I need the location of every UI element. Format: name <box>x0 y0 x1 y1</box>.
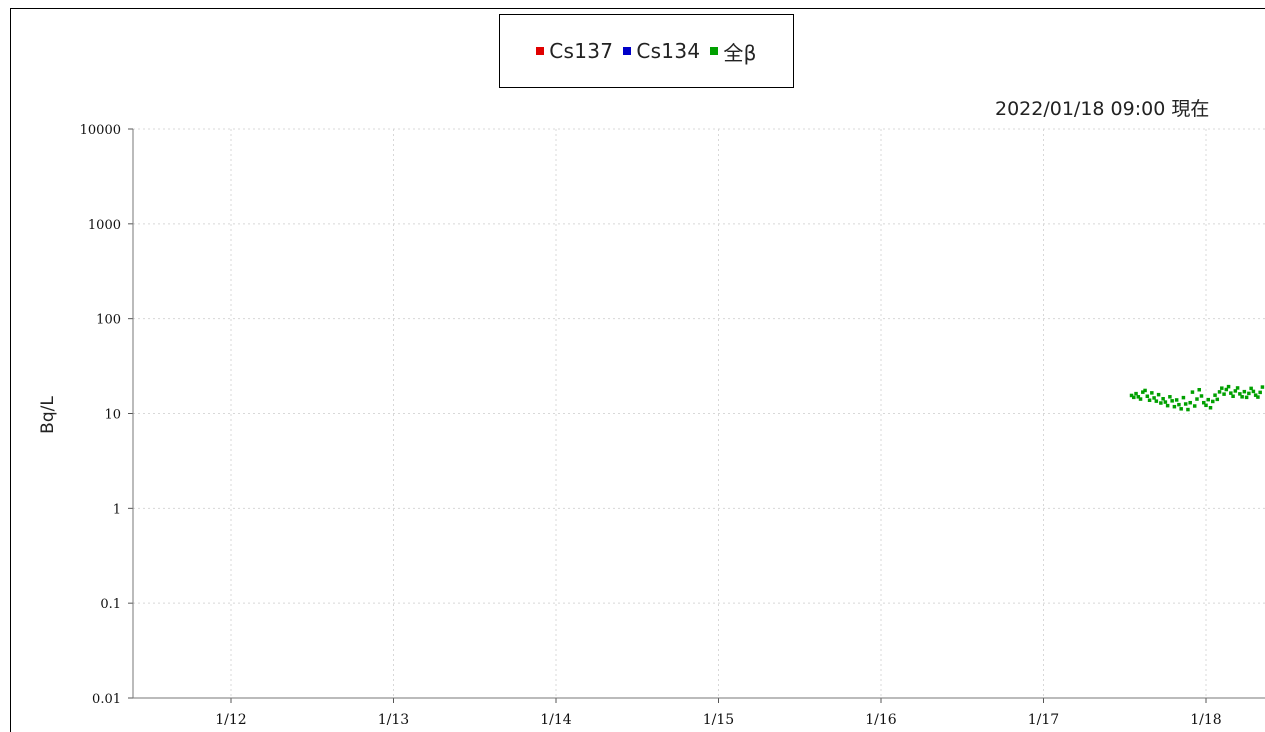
legend-label-cs134: Cs134 <box>636 39 701 63</box>
x-tick-label: 1/15 <box>703 712 734 728</box>
y-tick-label: 100 <box>96 313 121 328</box>
tick-labels: 0.01 0.1 1 10 100 1000 10000 1/12 1/13 1/14 1/15 1/… <box>80 123 1222 728</box>
data-point <box>1231 394 1235 399</box>
data-point <box>1179 407 1183 411</box>
data-point <box>1183 402 1188 406</box>
data-point <box>1161 397 1165 401</box>
y-tick-label: 10 <box>104 408 121 423</box>
data-point <box>1220 386 1224 390</box>
data-point <box>1260 385 1265 389</box>
data-point <box>1244 395 1249 400</box>
data-point <box>1258 390 1262 395</box>
data-point <box>1172 404 1177 409</box>
data-point <box>1190 390 1195 394</box>
data-point <box>1181 395 1186 400</box>
y-tick-label: 0.01 <box>92 692 121 707</box>
data-point <box>1134 391 1138 396</box>
data-point <box>1154 399 1159 403</box>
y-axis-title: Bq/L <box>38 396 58 434</box>
data-point <box>1177 402 1181 407</box>
data-point <box>1247 391 1251 396</box>
y-tick-label: 0.1 <box>100 597 121 612</box>
data-point <box>1174 398 1179 402</box>
x-tick-label: 1/12 <box>215 712 246 728</box>
chart-legend: Cs137 Cs134 全β <box>499 14 794 88</box>
y-tick-label: 1 <box>113 502 121 517</box>
data-point <box>1168 395 1172 399</box>
data-point <box>1165 403 1170 408</box>
data-point <box>1141 390 1145 394</box>
legend-label-gross-beta: 全β <box>723 40 757 65</box>
x-tick-label: 1/17 <box>1028 712 1059 728</box>
data-point <box>1208 405 1213 410</box>
timestamp-label: 2022/01/18 09:00 現在 <box>995 98 1210 120</box>
data-point <box>1129 393 1134 398</box>
data-point <box>1170 399 1174 403</box>
data-point <box>1213 393 1217 397</box>
data-points <box>1129 384 1265 412</box>
legend-item-cs134: Cs134 <box>623 39 700 63</box>
grid-lines <box>133 128 1265 698</box>
y-tick-label: 1000 <box>88 218 121 233</box>
data-point <box>1256 395 1260 399</box>
data-point <box>1233 389 1238 393</box>
data-point <box>1240 395 1244 399</box>
x-tick-label: 1/13 <box>378 712 409 728</box>
x-tick-label: 1/14 <box>540 712 572 728</box>
data-point <box>1249 386 1253 391</box>
data-point <box>1152 396 1156 400</box>
data-point <box>1222 392 1226 396</box>
legend-item-gross-beta: 全β <box>710 37 756 66</box>
chart-frame <box>10 8 1265 732</box>
data-point <box>1199 394 1204 398</box>
y-tick-label: 10000 <box>80 123 121 138</box>
data-point <box>1201 400 1206 405</box>
data-point <box>1195 397 1199 401</box>
legend-swatch-cs137 <box>536 47 545 55</box>
axes <box>128 128 1265 703</box>
data-point <box>1163 400 1168 404</box>
data-point <box>1251 389 1256 394</box>
data-point <box>1192 404 1197 408</box>
data-point <box>1188 400 1192 405</box>
data-point <box>1238 392 1242 396</box>
x-tick-label: 1/18 <box>1190 712 1221 728</box>
data-point <box>1147 398 1152 402</box>
data-point <box>1235 386 1240 390</box>
x-tick-label: 1/16 <box>865 712 897 728</box>
data-point <box>1136 395 1141 399</box>
data-point <box>1197 388 1201 392</box>
data-point <box>1224 387 1229 392</box>
data-point <box>1215 397 1220 402</box>
data-point <box>1150 391 1154 395</box>
data-point <box>1156 392 1161 397</box>
data-point <box>1253 393 1258 397</box>
legend-item-cs137: Cs137 <box>536 39 613 63</box>
legend-label-cs137: Cs137 <box>549 39 614 63</box>
data-point <box>1229 391 1233 395</box>
data-point <box>1204 403 1208 408</box>
data-point <box>1226 384 1231 389</box>
data-point <box>1217 390 1222 394</box>
data-point <box>1242 389 1247 394</box>
data-point <box>1138 397 1143 401</box>
legend-swatch-cs134 <box>623 47 632 55</box>
legend-swatch-gross-beta <box>710 47 719 55</box>
data-point <box>1159 401 1163 405</box>
data-point <box>1211 399 1215 404</box>
data-point <box>1143 388 1147 393</box>
data-point <box>1145 394 1150 399</box>
data-point <box>1206 397 1211 402</box>
data-point <box>1132 395 1136 400</box>
data-point <box>1186 407 1190 412</box>
